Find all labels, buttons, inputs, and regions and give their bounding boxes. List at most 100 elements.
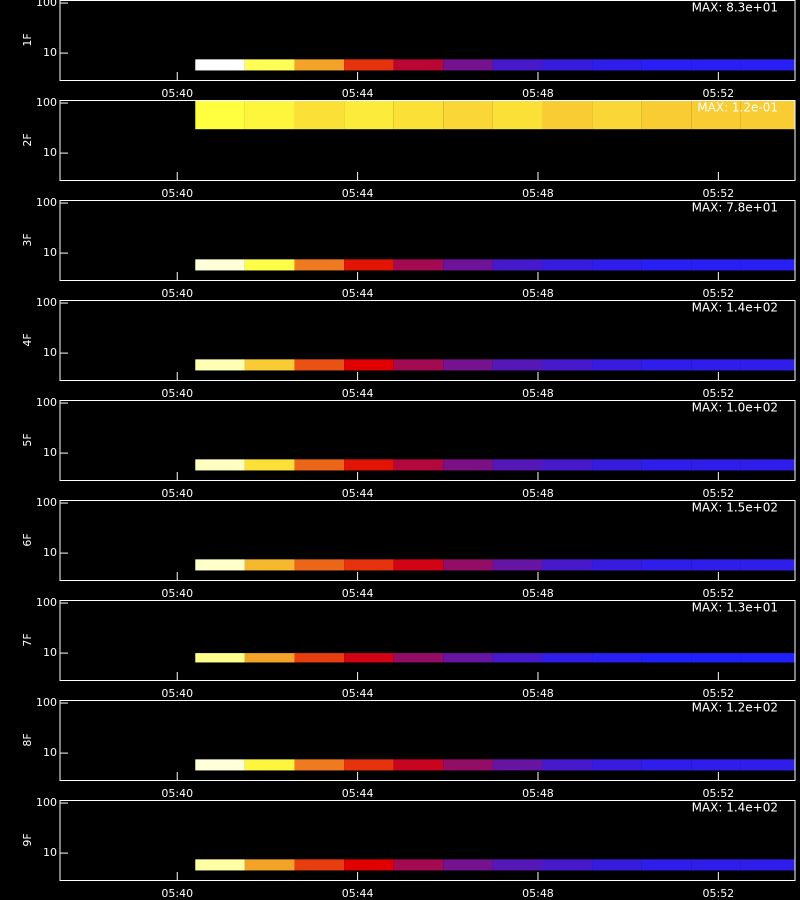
x-tick-label: 05:44 [342, 387, 374, 400]
heat-cell [592, 459, 642, 471]
plot-frame [59, 500, 796, 581]
heat-cell [641, 59, 692, 71]
max-annotation: MAX: 1.0e+02 [692, 401, 778, 415]
heat-cell [393, 559, 444, 571]
heat-cell [492, 653, 543, 663]
heat-cell [393, 100, 444, 130]
y-tick-label: 10 [43, 546, 57, 559]
y-tick-label: 10 [43, 446, 57, 459]
heat-cell [294, 653, 345, 663]
heat-cell [294, 59, 345, 71]
x-tick-label: 05:48 [522, 787, 554, 800]
y-tick-label: 100 [36, 96, 57, 109]
y-tick-label: 10 [43, 346, 57, 359]
max-annotation: MAX: 1.2e+02 [692, 701, 778, 715]
heat-cell [195, 59, 245, 71]
heat-cell [592, 859, 642, 871]
y-axis-label: 1F [21, 33, 34, 46]
heat-cell [641, 759, 692, 771]
heat-cell [344, 59, 394, 71]
y-tick-label: 100 [36, 596, 57, 609]
heat-cell [740, 59, 795, 71]
heat-cell [294, 859, 345, 871]
x-tick-label: 05:52 [702, 287, 734, 300]
x-tick-label: 05:40 [161, 687, 193, 700]
heat-cell [641, 859, 692, 871]
y-tick-label: 100 [36, 0, 57, 9]
heat-cell [443, 559, 493, 571]
heat-cell [443, 359, 493, 371]
x-tick-label: 05:44 [342, 687, 374, 700]
plot-frame [59, 0, 796, 81]
y-tick-label: 10 [43, 746, 57, 759]
heat-cell [344, 653, 394, 663]
y-tick-label: 10 [43, 846, 57, 859]
heat-cell [592, 100, 642, 130]
heat-cell [244, 359, 295, 371]
x-tick-label: 05:40 [161, 187, 193, 200]
max-annotation: MAX: 1.3e+01 [692, 601, 778, 615]
max-annotation: MAX: 1.4e+02 [692, 301, 778, 315]
heat-cell [195, 859, 245, 871]
heat-cell [542, 759, 593, 771]
heat-cell [542, 653, 593, 663]
y-tick-label: 10 [43, 46, 57, 59]
heat-cell [592, 653, 642, 663]
max-annotation: MAX: 1.5e+02 [692, 501, 778, 515]
heat-cell [592, 359, 642, 371]
heat-cell [294, 100, 345, 130]
heat-cell [542, 100, 593, 130]
heat-cell [542, 359, 593, 371]
heat-cell [641, 459, 692, 471]
y-axis-label: 4F [21, 333, 34, 346]
plot-frame [59, 300, 796, 381]
x-tick-label: 05:48 [522, 187, 554, 200]
heat-cell [344, 359, 394, 371]
heat-cell [691, 653, 741, 663]
heat-cell [492, 459, 543, 471]
heat-cell [592, 559, 642, 571]
heat-cell [344, 459, 394, 471]
max-annotation: MAX: 8.3e+01 [692, 1, 778, 15]
y-tick-label: 100 [36, 196, 57, 209]
x-tick-label: 05:44 [342, 87, 374, 100]
heat-cell [393, 859, 444, 871]
heat-cell [244, 653, 295, 663]
heat-cell [244, 100, 295, 130]
x-tick-label: 05:44 [342, 287, 374, 300]
heat-cell [542, 559, 593, 571]
heat-cell [393, 459, 444, 471]
heat-cell [740, 859, 795, 871]
heat-cell [691, 459, 741, 471]
heat-cell [641, 559, 692, 571]
x-tick-label: 05:40 [161, 87, 193, 100]
y-tick-label: 10 [43, 146, 57, 159]
heat-cell [195, 100, 245, 130]
heat-cell [443, 100, 493, 130]
heat-cell [195, 559, 245, 571]
y-tick-label: 100 [36, 696, 57, 709]
x-tick-label: 05:44 [342, 587, 374, 600]
x-tick-label: 05:40 [161, 587, 193, 600]
y-tick-label: 100 [36, 796, 57, 809]
plot-frame [59, 400, 796, 481]
y-tick-label: 10 [43, 646, 57, 659]
heat-cell [195, 459, 245, 471]
max-annotation: MAX: 1.2e-01 [697, 101, 778, 115]
y-axis-label: 5F [21, 433, 34, 446]
max-annotation: MAX: 7.8e+01 [692, 201, 778, 215]
heat-cell [492, 759, 543, 771]
heat-cell [492, 359, 543, 371]
y-axis-label: 8F [21, 733, 34, 746]
x-tick-label: 05:48 [522, 487, 554, 500]
heat-cell [740, 259, 795, 271]
x-tick-label: 05:40 [161, 487, 193, 500]
heat-cell [244, 859, 295, 871]
heat-cell [691, 759, 741, 771]
x-tick-label: 05:52 [702, 887, 734, 900]
heat-cell [344, 100, 394, 130]
heat-cell [393, 359, 444, 371]
heat-cell [691, 359, 741, 371]
x-tick-label: 05:48 [522, 587, 554, 600]
heat-cell [294, 559, 345, 571]
